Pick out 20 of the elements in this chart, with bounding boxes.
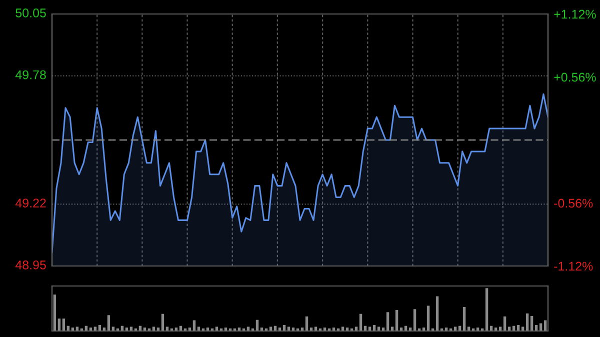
bar bbox=[386, 312, 390, 331]
bar bbox=[413, 309, 416, 331]
y-tick-label: 49.78 bbox=[15, 70, 46, 80]
bar bbox=[436, 296, 439, 331]
y-tick-label: 49.22 bbox=[15, 198, 46, 208]
bar bbox=[62, 318, 66, 331]
bar bbox=[395, 310, 398, 331]
bar bbox=[53, 294, 56, 331]
y-tick-label: 50.05 bbox=[16, 8, 46, 18]
bar bbox=[485, 288, 488, 331]
y-tick-label: 48.95 bbox=[15, 260, 46, 270]
bar bbox=[426, 306, 430, 331]
bar bbox=[58, 318, 61, 331]
y2-tick-label: -0.56% bbox=[554, 198, 593, 208]
y2-tick-label: -1.12% bbox=[554, 262, 593, 271]
y2-tick-label: +1.12% bbox=[554, 10, 596, 19]
bar bbox=[462, 307, 466, 331]
y2-tick-label: +0.56% bbox=[554, 72, 596, 82]
bar bbox=[107, 315, 110, 331]
bar bbox=[530, 316, 534, 331]
